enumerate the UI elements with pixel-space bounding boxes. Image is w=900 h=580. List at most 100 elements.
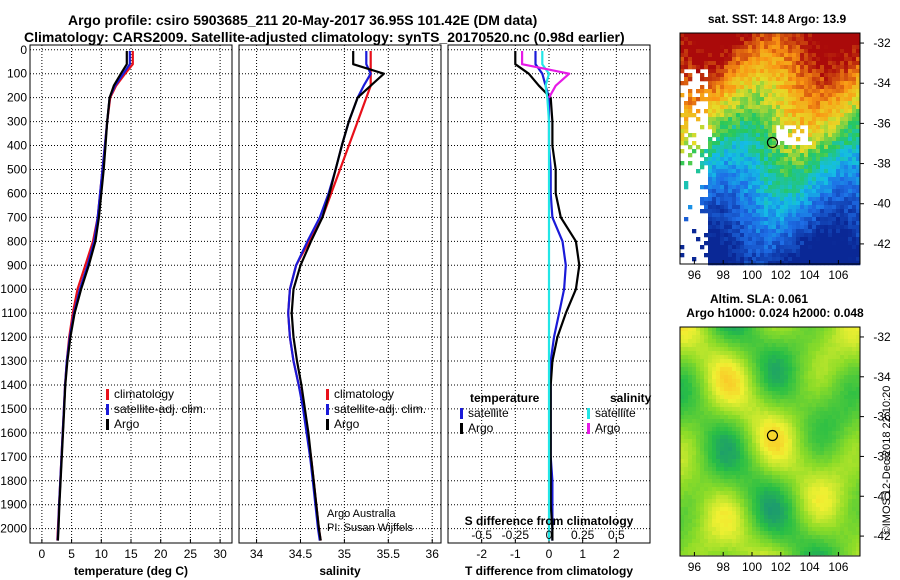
sst-map-cell — [720, 149, 725, 154]
sst-map-cell — [792, 261, 797, 266]
sla-map-cell — [712, 523, 717, 528]
sst-map-cell — [688, 109, 693, 114]
sla-map-cell — [808, 483, 813, 488]
sla-map-cell — [828, 507, 833, 512]
sst-map-cell — [716, 193, 721, 198]
sla-map-cell — [800, 507, 805, 512]
sla-map-cell — [792, 371, 797, 376]
sla-map-cell — [740, 331, 745, 336]
sla-map-cell — [856, 487, 861, 492]
sla-map-cell — [740, 419, 745, 424]
sla-map-cell — [776, 435, 781, 440]
sla-map-cell — [700, 503, 705, 508]
sla-map-cell — [736, 407, 741, 412]
sst-map-cell — [772, 153, 777, 158]
sst-map-cell — [824, 53, 829, 58]
sst-map-cell — [812, 169, 817, 174]
sst-map-cell — [824, 205, 829, 210]
sla-map-cell — [796, 427, 801, 432]
sst-map-cell — [844, 33, 849, 38]
sla-map-cell — [828, 343, 833, 348]
sla-map-cell — [844, 463, 849, 468]
sst-map-cell — [784, 89, 789, 94]
sst-map-cell — [740, 173, 745, 178]
sst-map-cell — [796, 113, 801, 118]
sla-map-cell — [740, 407, 745, 412]
sla-map-cell — [752, 463, 757, 468]
sla-map-cell — [780, 411, 785, 416]
sla-map-cell — [744, 523, 749, 528]
sst-map-cell — [728, 73, 733, 78]
sla-map-cell — [852, 411, 857, 416]
sla-map-cell — [780, 327, 785, 332]
sst-map-cell — [708, 45, 713, 50]
sst-map-cell — [716, 49, 721, 54]
sla-map-cell — [840, 383, 845, 388]
sla-map-cell — [784, 519, 789, 524]
sla-map-cell — [700, 483, 705, 488]
sla-map-cell — [732, 363, 737, 368]
sst-map-cell — [796, 41, 801, 46]
sst-map-cell — [724, 45, 729, 50]
sla-map-cell — [700, 435, 705, 440]
sla-map-cell — [740, 415, 745, 420]
sla-map-cell — [844, 427, 849, 432]
sst-map-cell — [784, 93, 789, 98]
sst-map-cell — [716, 253, 721, 258]
sla-map-cell — [800, 447, 805, 452]
sst-map-cell — [696, 145, 701, 150]
sst-map-cell — [852, 241, 857, 246]
sla-map-cell — [692, 471, 697, 476]
sst-map-cell — [716, 209, 721, 214]
sst-map-cell — [852, 57, 857, 62]
sst-map-cell — [720, 177, 725, 182]
sst-map-cell — [712, 133, 717, 138]
sla-map-cell — [828, 371, 833, 376]
sst-map-cell — [768, 161, 773, 166]
sla-map-cell — [712, 375, 717, 380]
sst-map-cell — [852, 121, 857, 126]
sla-map-cell — [828, 451, 833, 456]
sla-map-cell — [748, 527, 753, 532]
sla-map-cell — [856, 519, 861, 524]
sla-map-cell — [784, 407, 789, 412]
sst-map-cell — [800, 49, 805, 54]
sla-map-cell — [736, 475, 741, 480]
legend-label-salinity-1: satellite-adj. clim. — [334, 402, 426, 416]
sst-map-cell — [788, 33, 793, 38]
sla-map-cell — [800, 343, 805, 348]
sst-map-cell — [780, 113, 785, 118]
sst-map-cell — [744, 145, 749, 150]
sst-map-cell — [712, 177, 717, 182]
sla-map-cell — [780, 347, 785, 352]
sla-map-cell — [752, 383, 757, 388]
sla-map-cell — [768, 507, 773, 512]
sst-map-cell — [684, 121, 689, 126]
sla-map-cell — [768, 395, 773, 400]
sla-map-cell — [720, 347, 725, 352]
sst-map-cell — [812, 89, 817, 94]
sla-map-cell — [796, 363, 801, 368]
sst-map-cell — [776, 49, 781, 54]
sla-map-cell — [840, 407, 845, 412]
sla-map-cell — [732, 403, 737, 408]
sst-map-cell — [792, 89, 797, 94]
sla-map-cell — [680, 435, 685, 440]
sla-map-cell — [844, 351, 849, 356]
sla-map-cell — [784, 543, 789, 548]
sla-map-cell — [828, 419, 833, 424]
sla-map-cell — [728, 335, 733, 340]
sla-map-cell — [824, 491, 829, 496]
sst-map-cell — [844, 113, 849, 118]
sst-map-cell — [808, 65, 813, 70]
sst-map-cell — [800, 37, 805, 42]
sla-map-cell — [752, 335, 757, 340]
sla-map-cell — [788, 543, 793, 548]
sst-map-cell — [760, 133, 765, 138]
sst-map-cell — [800, 249, 805, 254]
sst-map-cell — [836, 57, 841, 62]
sst-map-cell — [824, 193, 829, 198]
sst-map-cell — [772, 205, 777, 210]
sla-map-cell — [800, 479, 805, 484]
sst-map-cell — [780, 217, 785, 222]
